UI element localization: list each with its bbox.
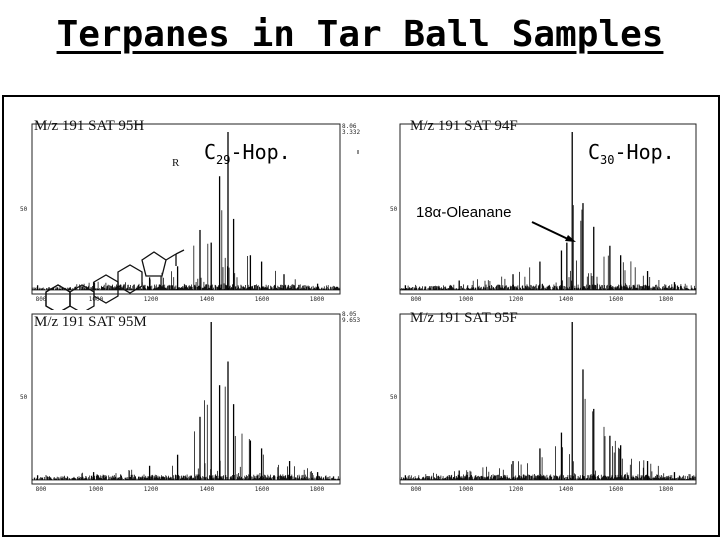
- trace-path: [31, 210, 341, 291]
- chromatogram-95H: M/z 191 SAT 95H C29-Hop. R 50 8.06 3.332…: [8, 110, 368, 310]
- chromatogram-95F-svg: [399, 313, 697, 485]
- c30-subscript: 30: [600, 153, 615, 167]
- oleanane-label: 18α-Oleanane: [416, 204, 512, 221]
- x-tick-label: 1800: [658, 296, 674, 303]
- figure-frame: [2, 95, 720, 537]
- chromatogram-95M: M/z 191 SAT 95M 50 8.05 9.653 800 1000 1…: [8, 308, 368, 508]
- x-tick-label: 1200: [143, 486, 159, 493]
- y-mark-95M: 50: [20, 394, 28, 401]
- x-tick-label: 800: [35, 486, 47, 493]
- c30-prefix: C: [588, 140, 601, 164]
- trace-path: [31, 386, 341, 481]
- panel-label-94F: M/z 191 SAT 94F: [410, 118, 518, 134]
- x-tick-label: 1200: [508, 486, 524, 493]
- chromatogram-95H-svg: [31, 123, 359, 310]
- plot-frame: [399, 123, 697, 295]
- x-tick-label: 1000: [88, 296, 104, 303]
- c29-hopane-label: C29-Hop.: [204, 140, 291, 167]
- hopane-structure-icon: [45, 249, 185, 310]
- c30-hopane-label: C30-Hop.: [588, 140, 675, 167]
- c29-prefix: C: [204, 140, 217, 164]
- corner-bottom-95M: 9.653: [342, 317, 361, 324]
- plot-frame: [399, 313, 697, 485]
- x-tick-label: 1600: [608, 296, 624, 303]
- x-tick-label: 1600: [254, 486, 270, 493]
- trace-94F: [399, 132, 697, 291]
- panel-label-95M: M/z 191 SAT 95M: [34, 314, 147, 330]
- side-group-r-label: R: [172, 157, 180, 169]
- x-tick-label: 1600: [254, 296, 270, 303]
- trace-95H: [31, 132, 341, 291]
- x-tick-label: 1000: [458, 296, 474, 303]
- x-tick-label: 1800: [658, 486, 674, 493]
- x-tick-label: 1200: [143, 296, 159, 303]
- panel-label-95H: M/z 191 SAT 95H: [34, 118, 145, 134]
- x-tick-label: 800: [410, 296, 422, 303]
- x-tick-label: 1600: [608, 486, 624, 493]
- x-tick-label: 1400: [199, 296, 215, 303]
- oleanane-arrow-line: [531, 221, 571, 241]
- slide-title: Terpanes in Tar Ball Samples: [56, 14, 664, 55]
- x-tick-label: 1800: [309, 486, 325, 493]
- plot-frame: [31, 313, 341, 485]
- trace-path: [399, 398, 697, 481]
- x-tick-label: 800: [410, 486, 422, 493]
- x-tick-label: 1400: [558, 486, 574, 493]
- trace-95F: [399, 322, 697, 481]
- oleanane-arrowhead: [565, 235, 576, 242]
- panel-label-95F: M/z 191 SAT 95F: [410, 310, 518, 326]
- trace-95M: [31, 322, 341, 481]
- chromatogram-94F: M/z 191 SAT 94F C30-Hop. 18α-Oleanane 50…: [370, 110, 710, 310]
- y-mark-95F: 50: [390, 394, 398, 401]
- x-tick-label: 1000: [88, 486, 104, 493]
- x-tick-label: 800: [35, 296, 47, 303]
- x-tick-label: 1000: [458, 486, 474, 493]
- chromatogram-95M-svg: [31, 313, 341, 485]
- corner-top-95H: 8.06: [342, 123, 357, 130]
- y-mark-95H: 50: [20, 206, 28, 213]
- x-tick-label: 1800: [309, 296, 325, 303]
- corner-bottom-95H: 3.332: [342, 129, 361, 136]
- corner-top-95M: 8.05: [342, 311, 357, 318]
- c29-suffix: -Hop.: [230, 140, 291, 164]
- x-tick-label: 1400: [199, 486, 215, 493]
- y-mark-94F: 50: [390, 206, 398, 213]
- c30-suffix: -Hop.: [614, 140, 675, 164]
- x-tick-label: 1400: [558, 296, 574, 303]
- plot-frame: [31, 123, 341, 295]
- chromatogram-95F: M/z 191 SAT 95F 50 800 1000 1200 1400 16…: [370, 308, 710, 508]
- chromatogram-94F-svg: [399, 123, 697, 295]
- x-tick-label: 1200: [508, 296, 524, 303]
- c29-subscript: 29: [216, 153, 231, 167]
